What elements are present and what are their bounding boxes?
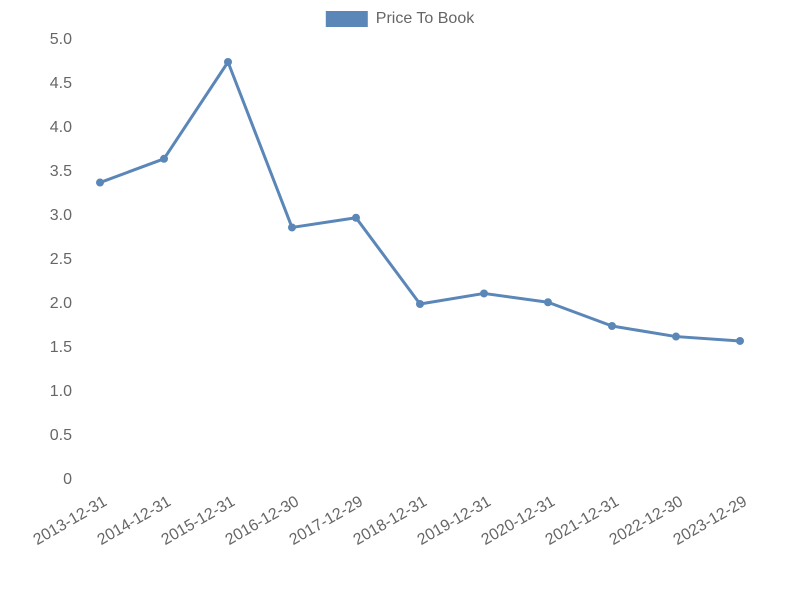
chart-plot <box>0 0 800 600</box>
line-series <box>100 62 740 341</box>
data-point <box>544 298 552 306</box>
data-point <box>480 289 488 297</box>
data-point <box>288 223 296 231</box>
data-point <box>416 300 424 308</box>
data-point <box>96 179 104 187</box>
data-point <box>736 337 744 345</box>
data-point <box>608 322 616 330</box>
chart-container: Price To Book 00.51.01.52.02.53.03.54.04… <box>0 0 800 600</box>
data-point <box>352 214 360 222</box>
data-point <box>160 155 168 163</box>
data-point <box>672 333 680 341</box>
data-point <box>224 58 232 66</box>
